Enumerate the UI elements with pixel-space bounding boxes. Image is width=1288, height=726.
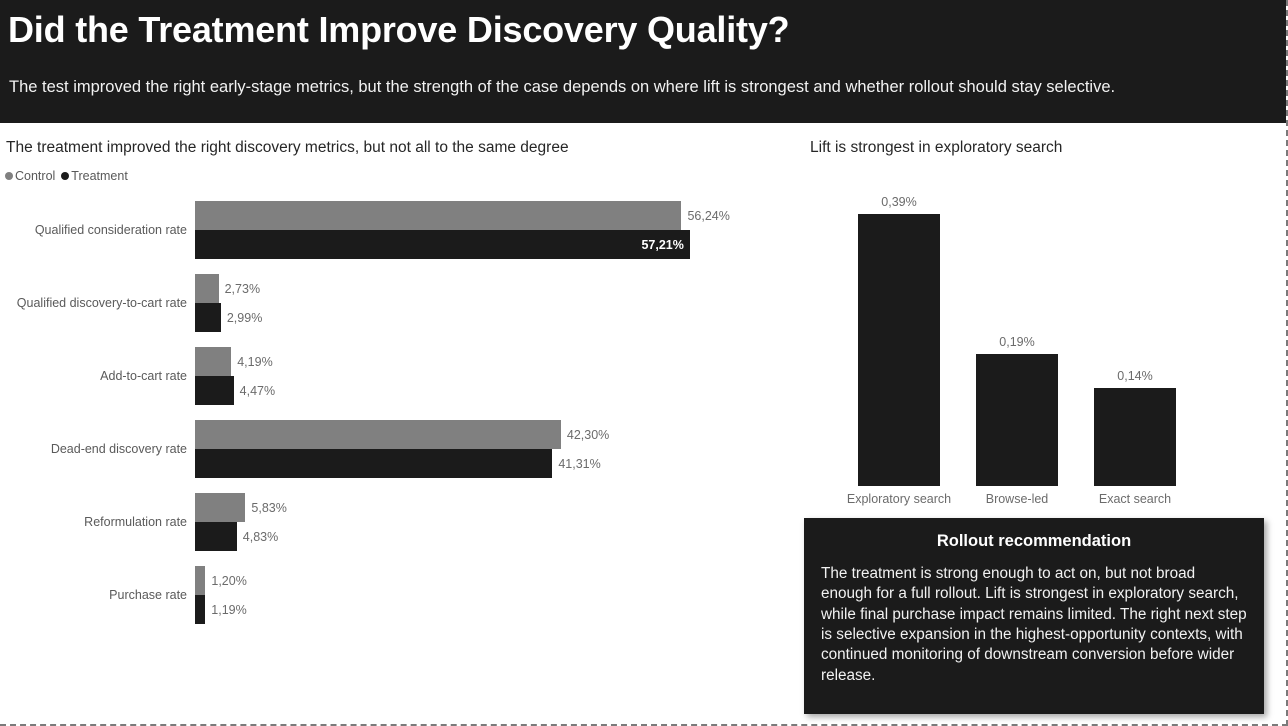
- page-subtitle: The test improved the right early-stage …: [9, 78, 1116, 96]
- chart-bar-treatment: 2,99%: [195, 303, 262, 332]
- legend-item-treatment: Treatment: [61, 169, 128, 183]
- chart-row-label: Qualified discovery-to-cart rate: [16, 296, 187, 310]
- chart-bar-control: 56,24%: [195, 201, 730, 230]
- chart-bar-value: 1,20%: [211, 573, 247, 588]
- chart-bar-treatment: 1,19%: [195, 595, 247, 624]
- chart-row: Add-to-cart rate 4,19% 4,47%: [0, 347, 790, 405]
- circle-marker-icon: [5, 172, 13, 180]
- rollout-recommendation-callout: Rollout recommendation The treatment is …: [804, 518, 1264, 714]
- chart-bar-value: 1,19%: [211, 602, 247, 617]
- chart-bar-value: 4,19%: [237, 354, 273, 369]
- chart-category-label: Exact search: [1098, 492, 1172, 506]
- left-chart-title: The treatment improved the right discove…: [6, 139, 569, 156]
- chart-row-label: Dead-end discovery rate: [50, 442, 187, 456]
- chart-bar-control: 1,20%: [195, 566, 247, 595]
- chart-bar-value: 0,14%: [1117, 369, 1153, 384]
- chart-legend: Control Treatment: [5, 169, 128, 183]
- legend-label-control: Control: [15, 169, 56, 183]
- chart-bar: 0,19% Browse-led: [976, 335, 1058, 506]
- chart-bar-value: 4,83%: [242, 529, 279, 544]
- page-title: Did the Treatment Improve Discovery Qual…: [8, 9, 790, 50]
- chart-bar-control: 4,19%: [195, 347, 273, 376]
- chart-bar-control: 42,30%: [195, 420, 609, 449]
- chart-row-label: Qualified consideration rate: [34, 223, 187, 237]
- chart-bar-control: 2,73%: [195, 274, 260, 303]
- chart-bar-value: 4,47%: [239, 383, 276, 398]
- header-band: Did the Treatment Improve Discovery Qual…: [0, 0, 1286, 123]
- right-chart-title: Lift is strongest in exploratory search: [810, 139, 1063, 156]
- chart-row: Qualified discovery-to-cart rate 2,73% 2,9…: [0, 274, 790, 332]
- chart-category-label: Browse-led: [985, 492, 1049, 506]
- chart-bar-value: 0,19%: [999, 334, 1035, 349]
- vertical-bar-chart: 0,39% Exploratory search 0,19% Browse-led 0,…: [790, 171, 1286, 511]
- right-chart-panel: Lift is strongest in exploratory search …: [790, 123, 1286, 724]
- callout-title: Rollout recommendation: [936, 532, 1132, 550]
- chart-bar-control: 5,83%: [195, 493, 287, 522]
- chart-bar: 0,39% Exploratory search: [847, 195, 951, 506]
- callout-body: The treatment is strong enough to act on…: [821, 565, 1247, 684]
- chart-row-label: Add-to-cart rate: [100, 369, 187, 383]
- chart-row: Purchase rate 1,20% 1,19%: [0, 566, 790, 624]
- chart-bar-value: 2,73%: [224, 281, 261, 296]
- chart-bar-value: 5,83%: [251, 500, 287, 515]
- left-chart-panel: The treatment improved the right discove…: [0, 123, 790, 724]
- chart-bar-value: 57,21%: [641, 237, 684, 252]
- circle-marker-icon: [61, 172, 70, 180]
- chart-bar-value: 41,31%: [558, 456, 601, 471]
- chart-bar-value: 42,30%: [566, 427, 610, 442]
- chart-bar-treatment: 57,21%: [195, 230, 690, 259]
- chart-bar: 0,14% Exact search: [1094, 369, 1176, 506]
- chart-bar-treatment: 41,31%: [195, 449, 601, 478]
- horizontal-bar-chart: Qualified consideration rate 56,24% 57,21%…: [0, 201, 790, 656]
- chart-row: Qualified consideration rate 56,24% 57,21%: [0, 201, 790, 259]
- legend-label-treatment: Treatment: [71, 169, 128, 183]
- chart-row: Dead-end discovery rate 42,30% 41,31%: [0, 420, 790, 478]
- legend-item-control: Control: [5, 169, 55, 183]
- chart-row-label: Reformulation rate: [84, 515, 187, 529]
- chart-bar-value: 0,39%: [881, 195, 917, 210]
- chart-bar-value: 56,24%: [687, 208, 730, 223]
- chart-row-label: Purchase rate: [109, 588, 187, 602]
- chart-bar-value: 2,99%: [226, 310, 263, 325]
- chart-bar-treatment: 4,83%: [195, 522, 278, 551]
- chart-category-label: Exploratory search: [846, 492, 952, 506]
- chart-row: Reformulation rate 5,83% 4,83%: [0, 493, 790, 551]
- chart-bar-treatment: 4,47%: [195, 376, 275, 405]
